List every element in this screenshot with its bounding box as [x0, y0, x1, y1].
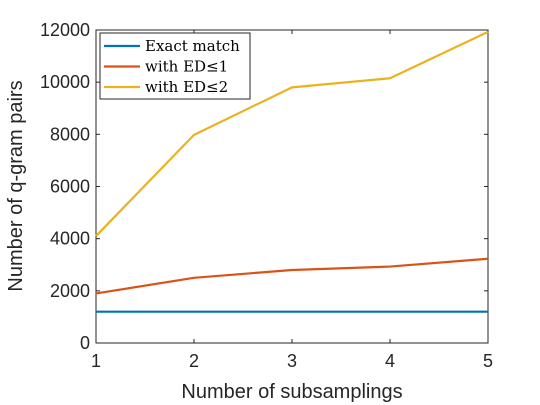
- x-tick-label: 1: [91, 351, 101, 371]
- y-tick-label: 2000: [50, 281, 90, 301]
- y-axis: 0 2000 4000 6000 8000 10000 12000: [40, 20, 488, 353]
- y-axis-label: Number of q-gram pairs: [5, 80, 27, 291]
- series-group: [95, 30, 489, 313]
- legend-label-3: with ED≤2: [145, 78, 228, 96]
- x-tick-label: 3: [287, 351, 297, 371]
- x-axis: 1 2 3 4 5: [91, 30, 493, 371]
- x-tick-label: 2: [189, 351, 199, 371]
- x-tick-label: 4: [385, 351, 395, 371]
- x-axis-label: Number of subsamplings: [181, 381, 402, 403]
- legend-label-1: Exact match: [145, 37, 240, 55]
- legend-label-2: with ED≤1: [145, 58, 228, 76]
- y-tick-label: 12000: [40, 20, 90, 40]
- y-tick-label: 4000: [50, 229, 90, 249]
- x-tick-label: 5: [483, 351, 493, 371]
- y-tick-label: 10000: [40, 72, 90, 92]
- y-tick-label: 6000: [50, 177, 90, 197]
- legend: Exact match with ED≤1 with ED≤2: [99, 32, 251, 100]
- y-tick-label: 0: [80, 333, 90, 353]
- y-tick-label: 8000: [50, 124, 90, 144]
